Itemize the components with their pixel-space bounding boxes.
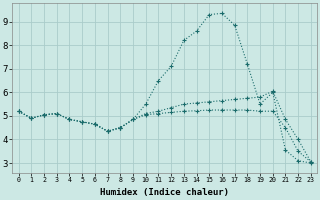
X-axis label: Humidex (Indice chaleur): Humidex (Indice chaleur) — [100, 188, 229, 197]
